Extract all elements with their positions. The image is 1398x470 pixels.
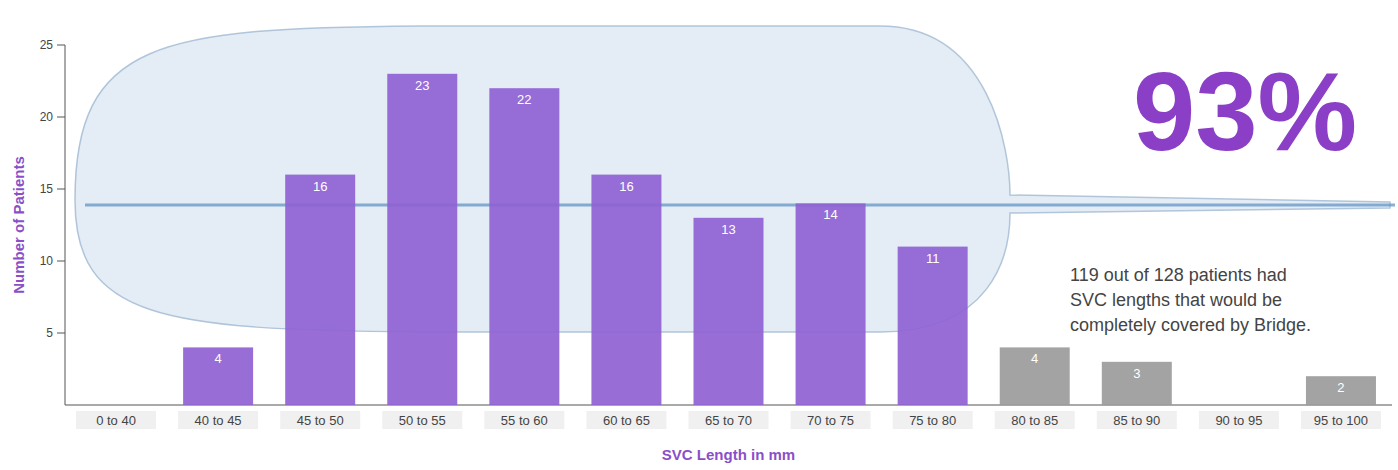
bar (489, 88, 559, 405)
x-tick-bg (484, 411, 564, 429)
x-tick-label: 0 to 40 (96, 413, 136, 428)
balloon-shaft (85, 204, 1395, 207)
data-label: 3 (1133, 366, 1140, 381)
x-tick-label: 90 to 95 (1215, 413, 1262, 428)
x-tick-bg (76, 411, 156, 429)
bar (694, 218, 764, 405)
x-tick-label: 80 to 85 (1011, 413, 1058, 428)
x-tick-bg (1199, 411, 1279, 429)
x-tick-label: 85 to 90 (1113, 413, 1160, 428)
annotation-text: SVC lengths that would be (1070, 290, 1282, 310)
bar (1102, 362, 1172, 405)
x-tick-bg (995, 411, 1075, 429)
data-label: 23 (415, 78, 429, 93)
bar (81, 405, 151, 406)
data-label: 13 (721, 222, 735, 237)
x-tick-bg (280, 411, 360, 429)
headline: 93% (1133, 49, 1357, 174)
bar (591, 175, 661, 405)
bar (387, 74, 457, 405)
y-tick-label: 15 (40, 182, 54, 196)
x-tick-bg (893, 411, 973, 429)
bar (183, 347, 253, 405)
data-label: 16 (313, 179, 327, 194)
data-label: 2 (1337, 380, 1344, 395)
bar (898, 247, 968, 405)
y-tick (57, 117, 65, 118)
data-label: 14 (823, 207, 837, 222)
bar (1000, 347, 1070, 405)
y-tick-label: 20 (40, 110, 54, 124)
y-tick (57, 333, 65, 334)
data-label: 4 (214, 351, 221, 366)
x-tick-label: 75 to 80 (909, 413, 956, 428)
x-tick-label: 60 to 65 (603, 413, 650, 428)
chart: 0 to 40 40 to 45 45 to 50 50 to 55 55 to 60 6… (0, 0, 1398, 470)
y-tick (57, 45, 65, 46)
y-axis-line (65, 45, 66, 405)
x-tick-bg (586, 411, 666, 429)
x-tick-label: 55 to 60 (501, 413, 548, 428)
x-tick-label: 40 to 45 (195, 413, 242, 428)
y-tick (57, 189, 65, 190)
x-tick-bg (382, 411, 462, 429)
x-tick-label: 95 to 100 (1314, 413, 1368, 428)
x-axis-title: SVC Length in mm (662, 446, 795, 463)
x-axis: 0 to 40 40 to 45 45 to 50 50 to 55 55 to 60 6… (65, 405, 1392, 429)
y-axis: 5 10 15 20 25 (40, 38, 65, 405)
page: {"chart_data": {"type": "bar", "x_label"… (0, 0, 1398, 470)
bar (1306, 376, 1376, 405)
x-tick-label: 65 to 70 (705, 413, 752, 428)
x-tick-bg (1097, 411, 1177, 429)
bar (285, 175, 355, 405)
annotation-text: completely covered by Bridge. (1070, 315, 1311, 335)
annotation: 93% 119 out of 128 patients had SVC length… (1070, 49, 1357, 335)
y-tick-label: 10 (40, 254, 54, 268)
x-tick-label: 50 to 55 (399, 413, 446, 428)
y-tick (57, 261, 65, 262)
x-tick-bg (178, 411, 258, 429)
bar (1204, 405, 1274, 406)
data-label: 22 (517, 92, 531, 107)
data-label: 16 (619, 179, 633, 194)
y-tick-label: 25 (40, 38, 54, 52)
x-tick-label: 45 to 50 (297, 413, 344, 428)
x-tick-bg (1301, 411, 1381, 429)
x-tick-bg (689, 411, 769, 429)
data-label: 11 (926, 251, 940, 266)
x-tick-label: 70 to 75 (807, 413, 854, 428)
y-axis-title: Number of Patients (10, 156, 27, 294)
x-tick-bg (791, 411, 871, 429)
annotation-text: 119 out of 128 patients had (1070, 265, 1287, 285)
y-tick-label: 5 (46, 326, 53, 340)
bar (796, 203, 866, 405)
data-label: 4 (1031, 351, 1038, 366)
